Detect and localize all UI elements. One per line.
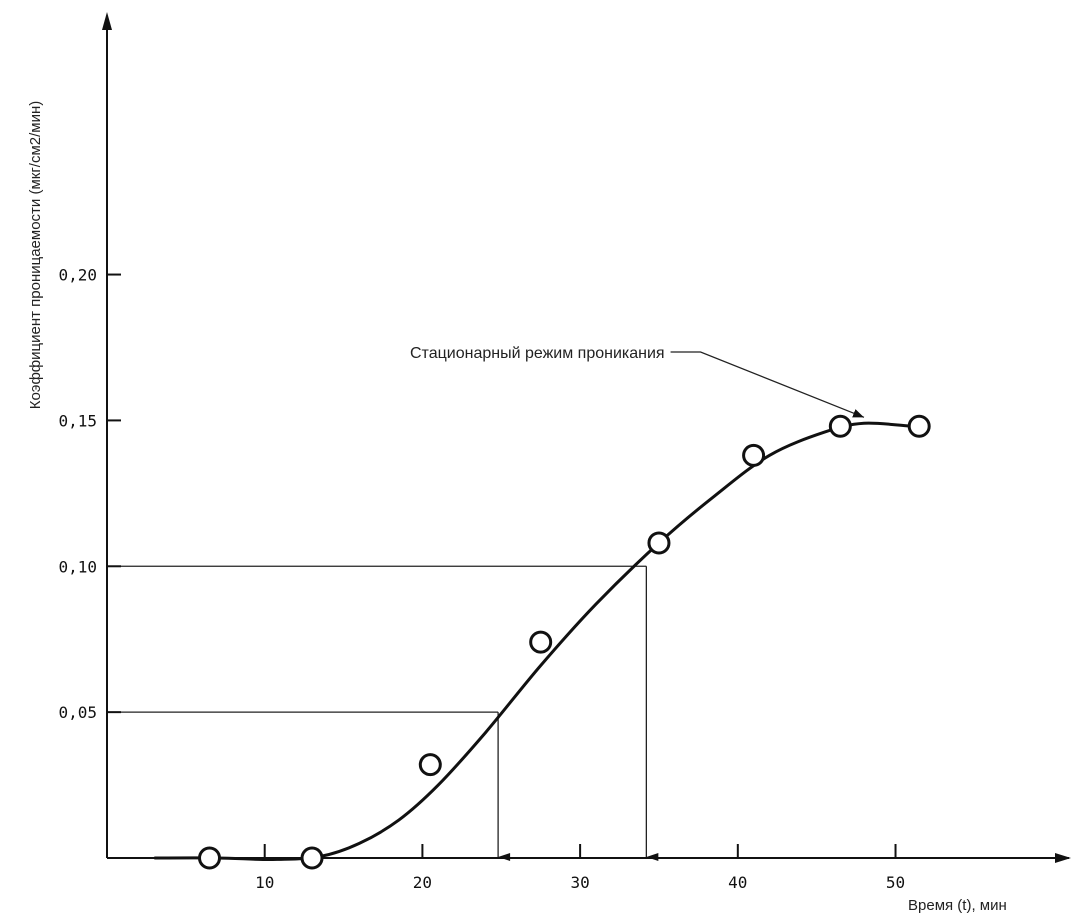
data-point: [907, 414, 931, 438]
y-tick-label-1: 0,10: [58, 557, 97, 576]
data-point: [198, 846, 222, 870]
x-axis-title: Время (t), мин: [908, 897, 1007, 914]
y-tick-label-0: 0,05: [58, 703, 97, 722]
axis-ticks: 10 20 30 40 50 0,05 0,10 0,15 0,20: [58, 266, 905, 892]
x-tick-label-40: 40: [728, 873, 747, 892]
y-tick-label-2: 0,15: [58, 411, 97, 430]
y-axis-title: Коэффициент проницаемости (мкг/см2/мин): [27, 101, 44, 410]
x-axis-arrow-icon: [1055, 853, 1071, 863]
guide-lines: [107, 565, 659, 861]
annotation-leader-line: [670, 351, 865, 418]
data-points: [198, 414, 931, 870]
data-point: [742, 443, 766, 467]
x-tick-label-20: 20: [413, 873, 432, 892]
y-tick-label-3: 0,20: [58, 266, 97, 285]
y-axis-arrow-icon: [102, 12, 112, 30]
data-point: [529, 630, 553, 654]
data-point: [647, 531, 671, 555]
x-tick-label-10: 10: [255, 873, 274, 892]
x-tick-label-50: 50: [886, 873, 905, 892]
annotation-steady-state: Стационарный режим проникания: [410, 345, 665, 362]
data-point: [418, 753, 442, 777]
data-point: [300, 846, 324, 870]
x-tick-label-30: 30: [570, 873, 589, 892]
data-point: [828, 414, 852, 438]
